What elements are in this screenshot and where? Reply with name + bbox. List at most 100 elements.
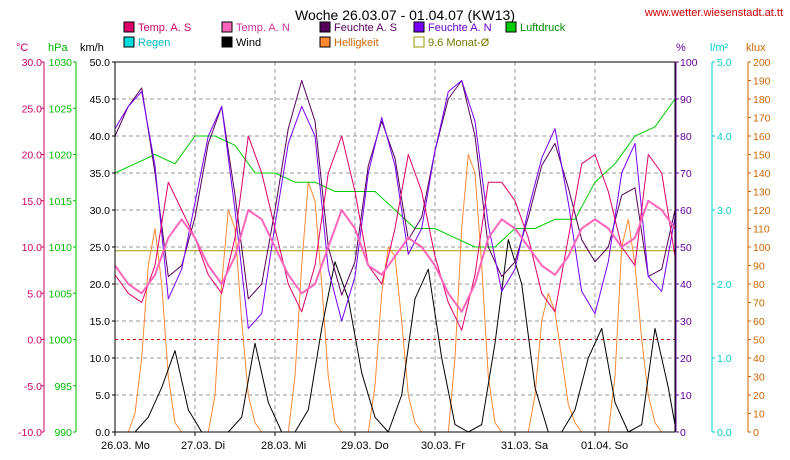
rain-tick-label: 0.0	[717, 427, 732, 439]
temp-tick-label: 15.0	[22, 196, 43, 208]
legend-label: Feuchte A. N	[428, 22, 492, 34]
series-line-feuchte-a-s	[114, 80, 676, 300]
light-tick-label: 120	[753, 205, 771, 217]
light-tick-label: 200	[753, 57, 771, 69]
chart-title: Woche 26.03.07 - 01.04.07 (KW13)	[295, 7, 515, 23]
legend-label: Wind	[236, 37, 261, 49]
pressure-tick-label: 1020	[49, 150, 73, 162]
wind-tick-label: 25.0	[90, 242, 111, 254]
temp-tick-label: 0.0	[27, 335, 42, 347]
wind-tick-label: 45.0	[90, 94, 111, 106]
reference-lines	[115, 250, 675, 340]
wind-unit-label: km/h	[80, 42, 104, 54]
humidity-tick-label: 100	[680, 57, 698, 69]
series-line-feuchte-a-n	[114, 80, 676, 329]
humidity-tick-label: 50	[680, 242, 692, 254]
pressure-tick-label: 990	[54, 427, 72, 439]
legend-swatch	[319, 21, 331, 33]
legend-swatch	[221, 36, 233, 48]
light-tick-label: 180	[753, 94, 771, 106]
humidity-tick-label: 90	[680, 94, 692, 106]
temp-tick-label: 25.0	[22, 103, 43, 115]
x-tick-label: 27.03. Di	[181, 440, 225, 452]
x-tick-label: 29.03. Do	[341, 440, 389, 452]
rain-tick-label: 5.0	[717, 57, 732, 69]
pressure-tick-label: 1005	[49, 288, 73, 300]
wind-tick-label: 5.0	[95, 390, 110, 402]
light-tick-label: 10	[753, 409, 765, 421]
light-tick-label: 60	[753, 316, 765, 328]
temp-tick-label: 5.0	[27, 288, 42, 300]
x-tick-label: 31.03. Sa	[501, 440, 549, 452]
humidity-tick-label: 10	[680, 390, 692, 402]
wind-tick-label: 20.0	[90, 279, 111, 291]
light-tick-label: 80	[753, 279, 765, 291]
legend-swatch	[221, 21, 233, 33]
humidity-tick-label: 40	[680, 279, 692, 291]
light-tick-label: 30	[753, 372, 765, 384]
wind-tick-label: 15.0	[90, 316, 111, 328]
x-tick-label: 30.03. Fr	[421, 440, 465, 452]
legend-swatch	[505, 21, 517, 33]
light-tick-label: 40	[753, 353, 765, 365]
site-url: www.wetter.wiesenstadt.at.tt	[644, 7, 783, 19]
humidity-tick-label: 30	[680, 316, 692, 328]
light-tick-label: 110	[753, 224, 770, 236]
legend-label: Luftdruck	[520, 22, 566, 34]
light-tick-label: 150	[753, 150, 771, 162]
temp-tick-label: -5.0	[24, 381, 42, 393]
legend-swatch	[123, 36, 135, 48]
humidity-tick-label: 70	[680, 168, 692, 180]
light-tick-label: 190	[753, 76, 771, 88]
temp-tick-label: -10.0	[18, 427, 42, 439]
rain-tick-label: 3.0	[717, 205, 732, 217]
series-line-temp-a-s	[114, 135, 676, 331]
pressure-tick-label: 1025	[49, 103, 73, 115]
light-tick-label: 130	[753, 187, 771, 199]
wind-tick-label: 10.0	[90, 353, 111, 365]
legend-swatch	[123, 21, 135, 33]
legend-label: Temp. A. N	[236, 22, 290, 34]
pressure-tick-label: 1010	[49, 242, 73, 254]
wind-tick-label: 30.0	[90, 205, 111, 217]
legend-label: Temp. A. S	[138, 22, 191, 34]
legend-swatch	[319, 36, 331, 48]
light-tick-label: 20	[753, 390, 765, 402]
light-tick-label: 0	[753, 427, 759, 439]
axes: -10.0 -5.0 0.0 5.0 10.0 15.0 20.0 25.0 30.0 990 99…	[18, 57, 771, 439]
legend-label: Feuchte A. S	[334, 22, 397, 34]
pressure-tick-label: 995	[54, 381, 72, 393]
rain-tick-label: 1.0	[717, 353, 732, 365]
legend-swatch	[413, 36, 425, 48]
x-tick-label: 01.04. So	[581, 440, 628, 452]
rain-tick-label: 2.0	[717, 279, 732, 291]
pressure-tick-label: 1015	[49, 196, 73, 208]
pressure-tick-label: 1030	[49, 57, 73, 69]
x-tick-label: 28.03. Mi	[261, 440, 306, 452]
light-unit-label: klux	[746, 42, 766, 54]
x-tick-label: 26.03. Mo	[101, 440, 150, 452]
humidity-tick-label: 60	[680, 205, 692, 217]
light-tick-label: 160	[753, 131, 771, 143]
humidity-tick-label: 80	[680, 131, 692, 143]
wind-tick-label: 35.0	[90, 168, 111, 180]
series-line-temp-a-n	[114, 199, 676, 313]
legend: Temp. A. S Temp. A. N Feuchte A. S Feuchte …	[123, 21, 566, 49]
rain-tick-label: 4.0	[717, 131, 732, 143]
temp-tick-label: 10.0	[22, 242, 43, 254]
light-tick-label: 140	[753, 168, 771, 180]
humidity-tick-label: 0	[680, 427, 686, 439]
series-group	[114, 80, 676, 433]
wind-tick-label: 0.0	[95, 427, 110, 439]
temp-unit-label: °C	[16, 42, 28, 54]
legend-label: 9.6 Monat-Ø	[428, 37, 490, 49]
light-tick-label: 100	[753, 242, 771, 254]
wind-tick-label: 40.0	[90, 131, 111, 143]
light-tick-label: 50	[753, 335, 765, 347]
light-tick-label: 70	[753, 298, 765, 310]
temp-tick-label: 30.0	[22, 57, 43, 69]
legend-label: Regen	[138, 37, 170, 49]
humidity-tick-label: 20	[680, 353, 692, 365]
rain-unit-label: l/m²	[710, 42, 729, 54]
